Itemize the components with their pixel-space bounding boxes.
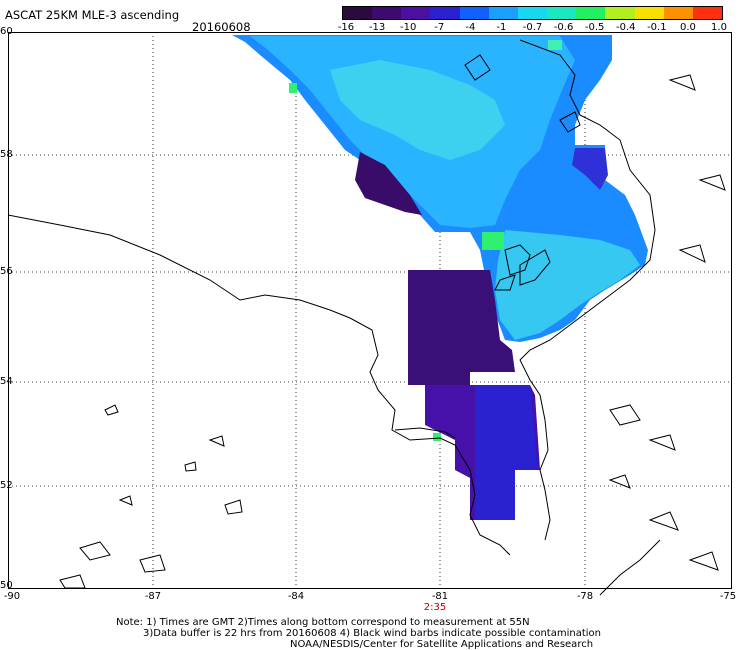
coast-north-islands-2 — [559, 111, 581, 133]
coast-james-bay — [394, 427, 456, 439]
color-scale-segment — [430, 7, 460, 19]
color-scale-label: -0.6 — [553, 22, 574, 33]
swath-southeast-cyan — [495, 230, 640, 340]
color-scale-segment — [663, 7, 693, 19]
lon-label-87: -87 — [144, 591, 162, 602]
color-scale-segment — [605, 7, 635, 19]
time-label: 2:35 — [423, 602, 447, 613]
color-scale-segment — [488, 7, 518, 19]
lon-label-84: -84 — [287, 591, 305, 602]
color-scale-segment — [343, 7, 373, 19]
map-date: 20160608 — [192, 20, 251, 34]
coast-islands-2 — [519, 249, 551, 286]
lat-label-52: 52 — [0, 480, 13, 491]
lat-label-60: 60 — [0, 26, 13, 37]
map-title: ASCAT 25KM MLE-3 ascending — [5, 8, 180, 22]
lat-label-54: 54 — [0, 376, 13, 387]
swath-green-1 — [482, 232, 504, 250]
coast-islands-1 — [504, 244, 531, 276]
coast-quebec — [519, 39, 656, 541]
color-scale-label: -0.5 — [584, 22, 605, 33]
color-scale-bar — [342, 6, 723, 20]
swath-north-teal — [330, 60, 505, 160]
swath-green-4 — [548, 40, 562, 50]
lat-label-50: 50 — [0, 580, 13, 591]
lat-label-56: 56 — [0, 266, 13, 277]
coast-southeast — [599, 539, 661, 596]
color-scale-label: -4 — [465, 22, 476, 33]
color-scale-label: -10 — [399, 22, 417, 33]
note-line-2: 3)Data buffer is 22 hrs from 20160608 4)… — [143, 628, 601, 639]
color-scale-segment — [547, 7, 577, 19]
color-scale-label: -16 — [337, 22, 355, 33]
map-plot-area — [8, 32, 732, 589]
color-scale-segment — [459, 7, 489, 19]
coast-north-islands — [464, 54, 491, 81]
color-scale-label: -0.4 — [615, 22, 636, 33]
lon-label-90: -90 — [3, 591, 21, 602]
lakes — [59, 74, 726, 589]
color-scale-label: 0.0 — [679, 22, 696, 33]
color-scale-segment — [692, 7, 723, 19]
color-scale-label: -0.1 — [647, 22, 667, 33]
lat-label-58: 58 — [0, 149, 13, 160]
color-scale-segment — [634, 7, 664, 19]
note-line-1: Note: 1) Times are GMT 2)Times along bot… — [116, 617, 530, 628]
swath-green-2 — [289, 83, 297, 93]
color-scale-segment — [576, 7, 606, 19]
color-scale-segment — [401, 7, 431, 19]
lon-label-81: -81 — [431, 591, 449, 602]
note-line-3: NOAA/NESDIS/Center for Satellite Applica… — [290, 639, 594, 650]
coast-islands-3 — [494, 274, 516, 291]
color-scale-label: -0.7 — [522, 22, 543, 33]
lon-label-78: -78 — [576, 591, 594, 602]
lon-label-75: -75 — [719, 591, 737, 602]
color-scale-label: -13 — [368, 22, 386, 33]
color-scale-label: -1 — [496, 22, 507, 33]
swath-green-3 — [433, 433, 441, 441]
wind-swath — [232, 35, 648, 520]
coast-hudson-west — [7, 214, 511, 556]
color-scale-segment — [517, 7, 548, 19]
color-scale-segment — [372, 7, 402, 19]
swath-dark-north — [355, 152, 422, 215]
color-scale-label: -7 — [434, 22, 445, 33]
swath-south-blue — [475, 385, 538, 520]
swath-blueviolet-east — [572, 148, 608, 190]
coastlines — [7, 39, 661, 596]
swath-south-purple — [408, 270, 515, 385]
color-scale-label: 1.0 — [711, 22, 727, 33]
